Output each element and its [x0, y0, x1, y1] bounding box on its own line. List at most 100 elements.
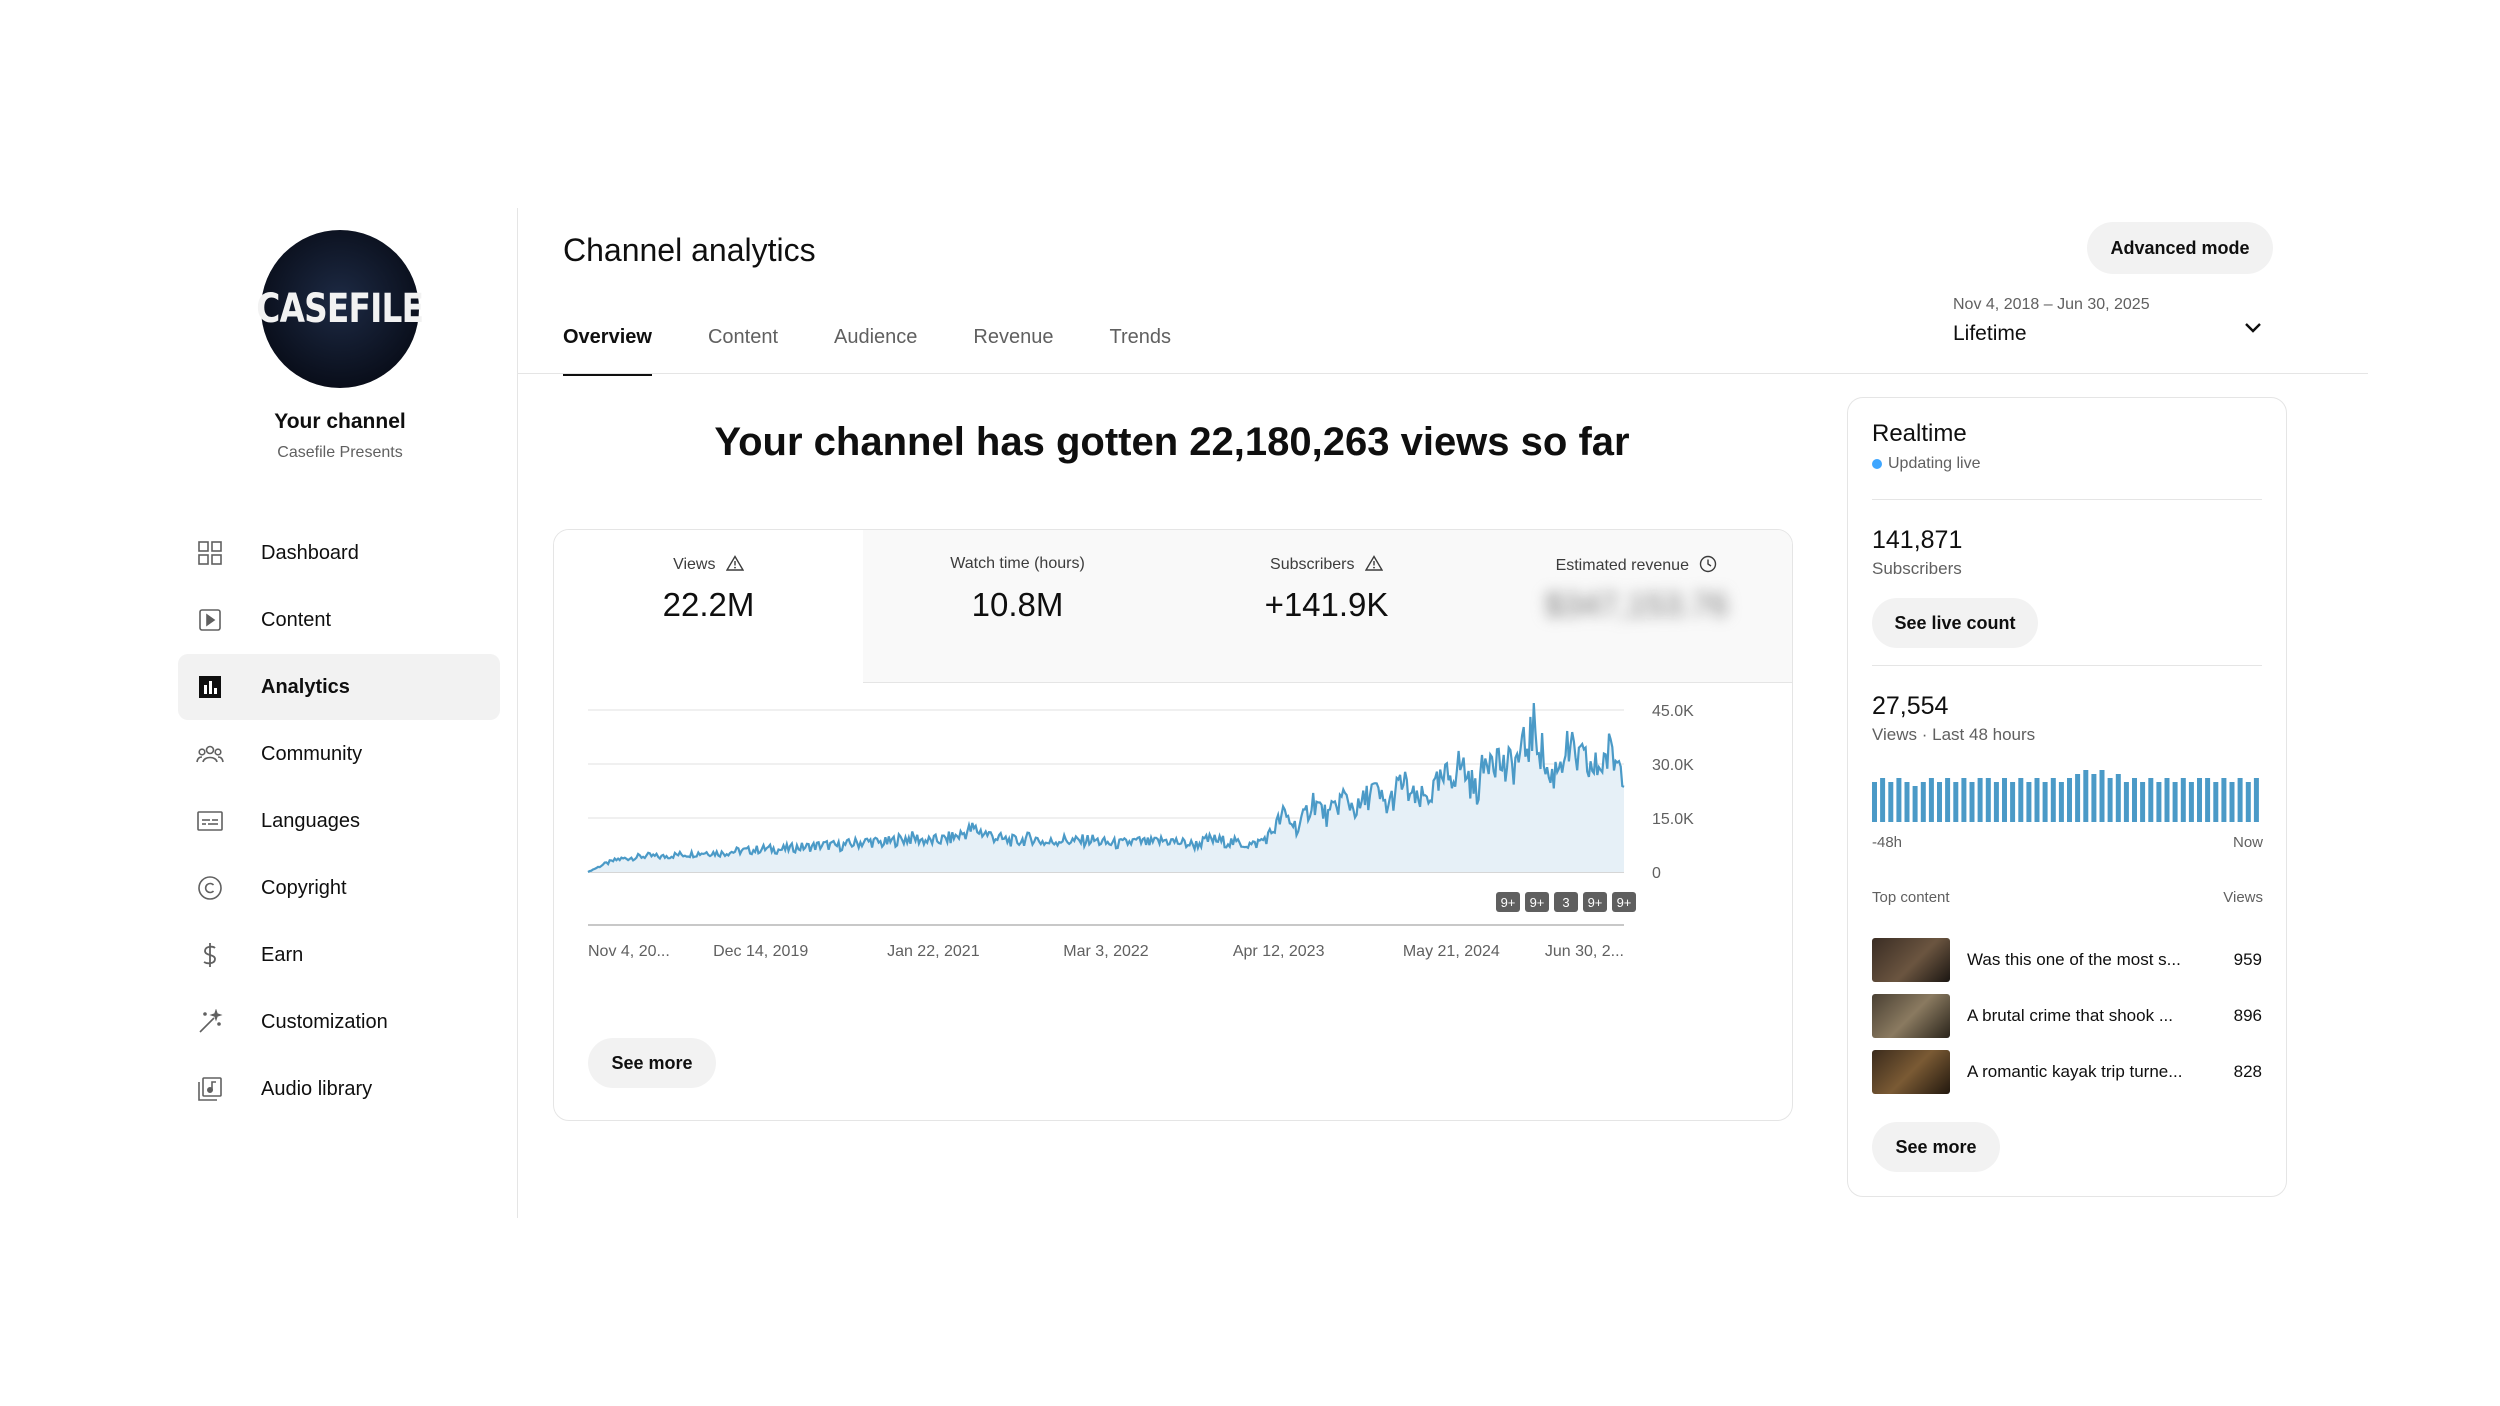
realtime-bar: [2115, 774, 2121, 822]
sidebar-item-label: Dashboard: [261, 541, 359, 564]
realtime-bar: [2107, 778, 2113, 822]
metric-value: +141.9K: [1264, 586, 1389, 623]
top-content-item[interactable]: Was this one of the most s... 959: [1872, 937, 2262, 983]
sidebar-item-label: Content: [261, 608, 332, 631]
realtime-bar: [1945, 778, 1951, 822]
channel-name: Casefile Presents: [277, 444, 403, 461]
video-views: 896: [2233, 1006, 2262, 1025]
sidebar-item-earn[interactable]: Earn: [178, 922, 500, 988]
realtime-bar: [1904, 782, 1910, 822]
upload-marker[interactable]: 9+: [1525, 892, 1549, 912]
sidebar-item-audio-library[interactable]: Audio library: [178, 1056, 500, 1122]
x-tick-label: Mar 3, 2022: [1063, 943, 1148, 960]
tab-trends[interactable]: Trends: [1109, 326, 1171, 348]
see-more-button[interactable]: See more: [588, 1038, 716, 1088]
header-divider: [518, 373, 2368, 374]
tab-content[interactable]: Content: [707, 326, 779, 348]
views-chart[interactable]: 45.0K 30.0K 15.0K 0 Nov 4, 20... Dec 14, 2019…: [554, 690, 1792, 1030]
realtime-bar: [2188, 782, 2194, 822]
realtime-bar: [2221, 778, 2227, 822]
upload-marker-label: 9+: [1588, 895, 1603, 910]
see-more-top-content-button[interactable]: See more: [1872, 1122, 2000, 1172]
customization-icon: [195, 1007, 225, 1037]
warning-icon: [725, 555, 745, 571]
tab-overview[interactable]: Overview: [563, 318, 652, 376]
metric-views[interactable]: Views 22.2M: [554, 530, 864, 683]
date-range-text[interactable]: Nov 4, 2018 – Jun 30, 2025: [1953, 296, 2150, 313]
analytics-icon: [195, 672, 225, 702]
sidebar-item-analytics[interactable]: Analytics: [178, 654, 500, 720]
realtime-bar-chart[interactable]: [1872, 766, 2262, 822]
x-tick-label: Jan 22, 2021: [887, 943, 980, 960]
tab-bar: Overview Content Audience Revenue Trends: [563, 318, 1227, 376]
views-48h-count: 27,554: [1872, 692, 1949, 720]
top-content-item[interactable]: A romantic kayak trip turne... 828: [1872, 1049, 2262, 1095]
divider: [1872, 499, 2262, 500]
realtime-bar: [1888, 782, 1894, 822]
realtime-bar: [2245, 782, 2251, 822]
sidebar-item-copyright[interactable]: Copyright: [178, 855, 500, 921]
realtime-bar: [1928, 778, 1934, 822]
realtime-bar: [1912, 786, 1918, 822]
sidebar-item-dashboard[interactable]: Dashboard: [178, 520, 500, 586]
metric-name-wrap: Estimated revenue: [1481, 555, 1792, 575]
y-tick-label: 45.0K: [1652, 703, 1694, 720]
realtime-bar: [2237, 778, 2243, 822]
x-tick-label: Jun 30, 2...: [1545, 943, 1624, 960]
realtime-bar: [2099, 770, 2105, 822]
upload-marker[interactable]: 9+: [1612, 892, 1636, 912]
video-thumbnail: [1872, 938, 1950, 982]
video-title: Was this one of the most s...: [1967, 950, 2181, 969]
upload-marker[interactable]: 9+: [1583, 892, 1607, 912]
metric-estimated-revenue[interactable]: Estimated revenue $347,153.76: [1481, 530, 1792, 683]
date-period[interactable]: Lifetime: [1953, 322, 2027, 345]
sidebar-item-customization[interactable]: Customization: [178, 989, 500, 1055]
realtime-bar: [2075, 774, 2081, 822]
metric-subscribers[interactable]: Subscribers +141.9K: [1172, 530, 1482, 683]
realtime-bar: [2180, 778, 2186, 822]
upload-marker[interactable]: 3: [1554, 892, 1578, 912]
upload-marker[interactable]: 9+: [1496, 892, 1520, 912]
top-content-item[interactable]: A brutal crime that shook ... 896: [1872, 993, 2262, 1039]
realtime-bar: [1937, 782, 1942, 822]
clock-icon: [1700, 555, 1717, 573]
tab-revenue[interactable]: Revenue: [973, 326, 1054, 348]
sidebar-item-label: Analytics: [261, 675, 350, 698]
subscriber-count: 141,871: [1872, 526, 1963, 554]
see-live-count-button[interactable]: See live count: [1872, 598, 2038, 648]
realtime-bar: [2010, 782, 2016, 822]
realtime-bar: [2213, 782, 2219, 822]
realtime-title: Realtime: [1872, 420, 1967, 447]
video-thumbnail: [1872, 1050, 1950, 1094]
dashboard-icon: [195, 538, 225, 568]
tab-audience[interactable]: Audience: [834, 326, 918, 348]
video-title: A romantic kayak trip turne...: [1967, 1062, 2183, 1081]
x-tick-label: Dec 14, 2019: [713, 943, 808, 960]
realtime-bar: [2026, 782, 2032, 822]
metric-name: Watch time (hours): [950, 555, 1085, 572]
video-title: A brutal crime that shook ...: [1967, 1006, 2173, 1025]
subscriber-label: Subscribers: [1872, 559, 1962, 578]
advanced-mode-button[interactable]: Advanced mode: [2087, 222, 2273, 274]
sidebar-item-languages[interactable]: Languages: [178, 788, 500, 854]
metric-name: Estimated revenue: [1555, 557, 1689, 574]
views-column-label: Views: [2223, 889, 2263, 906]
metric-value-blurred: $347,153.76: [1544, 586, 1729, 623]
chevron-down-icon[interactable]: [2238, 312, 2268, 342]
audio-library-icon: [195, 1074, 225, 1104]
realtime-bar: [1969, 782, 1975, 822]
sidebar-item-community[interactable]: Community: [178, 721, 500, 787]
metric-watch-time[interactable]: Watch time (hours) 10.8M: [863, 530, 1173, 683]
sidebar-item-content[interactable]: Content: [178, 587, 500, 653]
realtime-bar: [2042, 782, 2048, 822]
channel-avatar[interactable]: CASEFILE: [257, 230, 424, 388]
channel-title: Your channel: [274, 410, 406, 433]
top-content-label: Top content: [1872, 889, 1950, 906]
sidebar-item-label: Community: [261, 742, 363, 765]
y-tick-label: 0: [1652, 865, 1661, 882]
sidebar-item-label: Audio library: [261, 1077, 373, 1100]
realtime-bar: [1961, 778, 1967, 822]
video-views: 828: [2233, 1062, 2262, 1081]
realtime-status-text: Updating live: [1888, 455, 1981, 472]
realtime-bar: [2205, 778, 2211, 822]
